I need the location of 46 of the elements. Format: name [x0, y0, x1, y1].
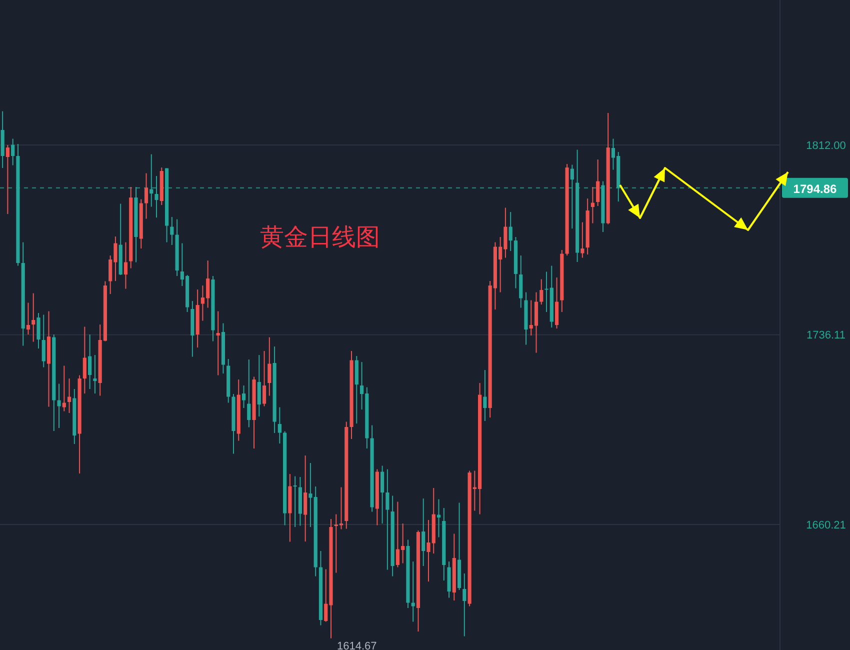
candlestick	[124, 242, 128, 290]
candlestick	[268, 336, 272, 396]
candlestick	[293, 476, 297, 528]
candlestick	[380, 465, 384, 524]
candlestick	[216, 310, 220, 376]
candlestick	[483, 370, 487, 422]
annotation: 1614.67	[336, 640, 377, 650]
candlestick	[386, 468, 390, 570]
candlestick	[154, 176, 158, 218]
candlestick	[67, 378, 72, 414]
candlestick	[88, 334, 92, 390]
candlestick	[262, 350, 266, 407]
candlestick	[278, 406, 282, 444]
candlestick	[32, 292, 36, 342]
candlestick	[257, 354, 261, 417]
candlestick	[462, 573, 466, 637]
candlestick	[247, 359, 251, 428]
candlestick	[519, 255, 523, 308]
candlestick	[411, 561, 415, 622]
y-tick-label: 1736.11	[806, 330, 846, 342]
candlestick	[242, 385, 246, 408]
candlestick	[554, 277, 559, 329]
text: 黄金日线图	[260, 223, 380, 251]
candlestick	[144, 172, 148, 220]
candlestick	[26, 302, 30, 335]
candlestick	[304, 455, 308, 542]
candlestick	[150, 154, 154, 208]
candlestick	[422, 498, 426, 566]
candlestick	[596, 159, 600, 206]
candlestick	[570, 164, 574, 229]
y-tick-label: 1812.00	[806, 140, 846, 152]
candlestick	[82, 326, 86, 394]
candlestick	[62, 365, 66, 412]
candlestick	[11, 138, 15, 166]
ref-line-label: 1794.86	[793, 182, 838, 196]
candlestick	[6, 144, 10, 214]
candlestick	[57, 383, 61, 428]
candlestick	[93, 354, 97, 394]
candlestick	[508, 212, 512, 252]
candlestick	[580, 222, 584, 258]
candlestick	[42, 314, 46, 368]
candlestick	[590, 186, 594, 224]
candlestick	[170, 216, 174, 246]
candlestick	[36, 312, 40, 349]
y-tick-label: 1660.21	[806, 519, 846, 532]
candlestick	[540, 278, 544, 305]
